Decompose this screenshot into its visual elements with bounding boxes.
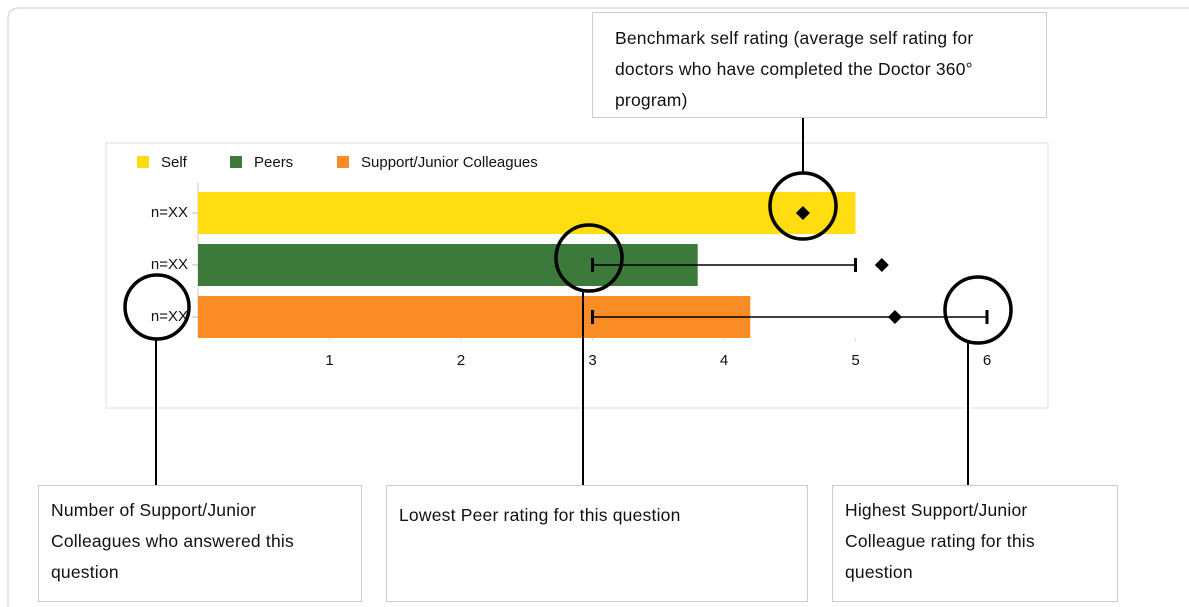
legend-label: Peers	[254, 154, 293, 171]
highlight-circle	[123, 273, 191, 341]
legend-label: Support/Junior Colleagues	[361, 154, 538, 171]
benchmark-marker	[874, 258, 889, 272]
benchmark-marker	[795, 206, 810, 220]
legend-swatch	[230, 156, 242, 168]
y-tick-label: n=XX	[151, 204, 188, 221]
x-tick-label: 6	[983, 352, 991, 369]
legend-swatch	[337, 156, 349, 168]
legend-swatch	[137, 156, 149, 168]
benchmark-marker	[887, 310, 902, 324]
bar	[198, 192, 856, 234]
x-tick-label: 3	[588, 352, 596, 369]
highlight-circle	[943, 275, 1013, 345]
x-tick-label: 1	[325, 352, 333, 369]
x-tick-label: 4	[720, 352, 728, 369]
highest-note: Highest Support/Junior Colleague rating …	[832, 485, 1118, 602]
respondents-note: Number of Support/Junior Colleagues who …	[38, 485, 362, 602]
highlight-circle	[768, 171, 838, 241]
plot: Self Peers Support/Junior Colleagues 1 2 3 4 5 6…	[137, 154, 991, 369]
benchmark-note: Benchmark self rating (average self rati…	[592, 12, 1047, 118]
lowest-note: Lowest Peer rating for this question	[386, 485, 808, 602]
y-tick-label: n=XX	[151, 256, 188, 273]
x-tick-label: 2	[457, 352, 465, 369]
legend-label: Self	[161, 154, 188, 171]
highlight-circle	[554, 223, 624, 293]
callouts	[123, 118, 1013, 485]
y-tick-label: n=XX	[151, 308, 188, 325]
x-tick-label: 5	[851, 352, 859, 369]
